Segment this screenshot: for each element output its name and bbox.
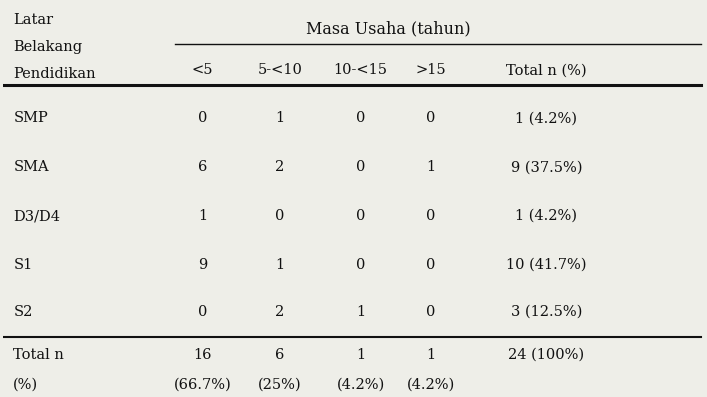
Text: 1 (4.2%): 1 (4.2%) [515, 111, 578, 125]
Text: (4.2%): (4.2%) [407, 378, 455, 391]
Text: 0: 0 [198, 111, 207, 125]
Text: S1: S1 [13, 258, 33, 272]
Text: Total n: Total n [13, 348, 64, 362]
Text: SMP: SMP [13, 111, 48, 125]
Text: 3 (12.5%): 3 (12.5%) [510, 305, 582, 319]
Text: <5: <5 [192, 64, 214, 77]
Text: SMA: SMA [13, 160, 49, 174]
Text: S2: S2 [13, 305, 33, 319]
Text: 10 (41.7%): 10 (41.7%) [506, 258, 587, 272]
Text: Pendidikan: Pendidikan [13, 67, 96, 81]
Text: 1: 1 [356, 348, 365, 362]
Text: 0: 0 [426, 305, 436, 319]
Text: 1: 1 [426, 348, 436, 362]
Text: 5-<10: 5-<10 [257, 64, 303, 77]
Text: 0: 0 [198, 305, 207, 319]
Text: 10-<15: 10-<15 [334, 64, 387, 77]
Text: 0: 0 [426, 258, 436, 272]
Text: 2: 2 [275, 305, 284, 319]
Text: 0: 0 [426, 111, 436, 125]
Text: 1: 1 [198, 209, 207, 223]
Text: Latar: Latar [13, 13, 54, 27]
Text: 0: 0 [275, 209, 284, 223]
Text: (25%): (25%) [258, 378, 302, 391]
Text: 16: 16 [194, 348, 212, 362]
Text: 1: 1 [356, 305, 365, 319]
Text: (66.7%): (66.7%) [174, 378, 232, 391]
Text: 9: 9 [198, 258, 207, 272]
Text: 0: 0 [356, 209, 366, 223]
Text: 6: 6 [198, 160, 207, 174]
Text: (4.2%): (4.2%) [337, 378, 385, 391]
Text: Total n (%): Total n (%) [506, 64, 587, 77]
Text: 0: 0 [356, 258, 366, 272]
Text: 0: 0 [356, 111, 366, 125]
Text: 2: 2 [275, 160, 284, 174]
Text: 0: 0 [426, 209, 436, 223]
Text: D3/D4: D3/D4 [13, 209, 60, 223]
Text: (%): (%) [13, 378, 38, 391]
Text: 1: 1 [275, 258, 284, 272]
Text: 1: 1 [426, 160, 436, 174]
Text: Masa Usaha (tahun): Masa Usaha (tahun) [306, 20, 471, 37]
Text: 0: 0 [356, 160, 366, 174]
Text: 1 (4.2%): 1 (4.2%) [515, 209, 578, 223]
Text: 1: 1 [275, 111, 284, 125]
Text: Belakang: Belakang [13, 40, 83, 54]
Text: 24 (100%): 24 (100%) [508, 348, 585, 362]
Text: 9 (37.5%): 9 (37.5%) [510, 160, 582, 174]
Text: 6: 6 [275, 348, 284, 362]
Text: >15: >15 [415, 64, 446, 77]
